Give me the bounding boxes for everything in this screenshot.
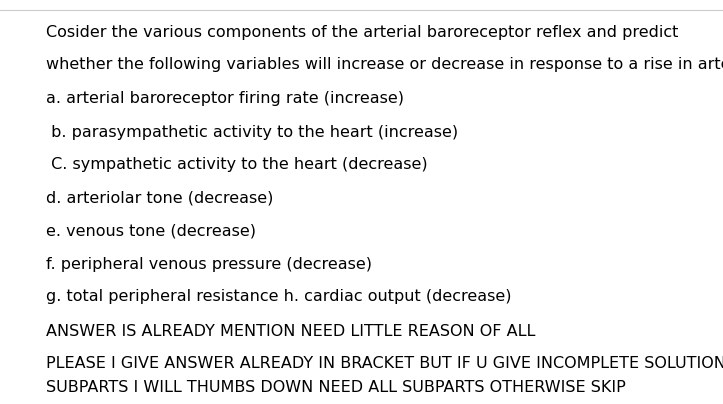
Text: PLEASE I GIVE ANSWER ALREADY IN BRACKET BUT IF U GIVE INCOMPLETE SOLUTION LIKE 3: PLEASE I GIVE ANSWER ALREADY IN BRACKET … [46,356,723,372]
Text: g. total peripheral resistance h. cardiac output (decrease): g. total peripheral resistance h. cardia… [46,290,511,305]
Text: d. arteriolar tone (decrease): d. arteriolar tone (decrease) [46,191,273,206]
Text: b. parasympathetic activity to the heart (increase): b. parasympathetic activity to the heart… [46,124,458,139]
Text: ANSWER IS ALREADY MENTION NEED LITTLE REASON OF ALL: ANSWER IS ALREADY MENTION NEED LITTLE RE… [46,324,535,339]
Text: a. arterial baroreceptor firing rate (increase): a. arterial baroreceptor firing rate (in… [46,91,404,107]
Text: whether the following variables will increase or decrease in response to a rise : whether the following variables will inc… [46,57,723,72]
Text: f. peripheral venous pressure (decrease): f. peripheral venous pressure (decrease) [46,257,372,271]
Text: Cosider the various components of the arterial baroreceptor reflex and predict: Cosider the various components of the ar… [46,25,678,40]
Text: SUBPARTS I WILL THUMBS DOWN NEED ALL SUBPARTS OTHERWISE SKIP: SUBPARTS I WILL THUMBS DOWN NEED ALL SUB… [46,379,625,394]
Text: e. venous tone (decrease): e. venous tone (decrease) [46,223,256,238]
Text: C. sympathetic activity to the heart (decrease): C. sympathetic activity to the heart (de… [46,158,427,173]
